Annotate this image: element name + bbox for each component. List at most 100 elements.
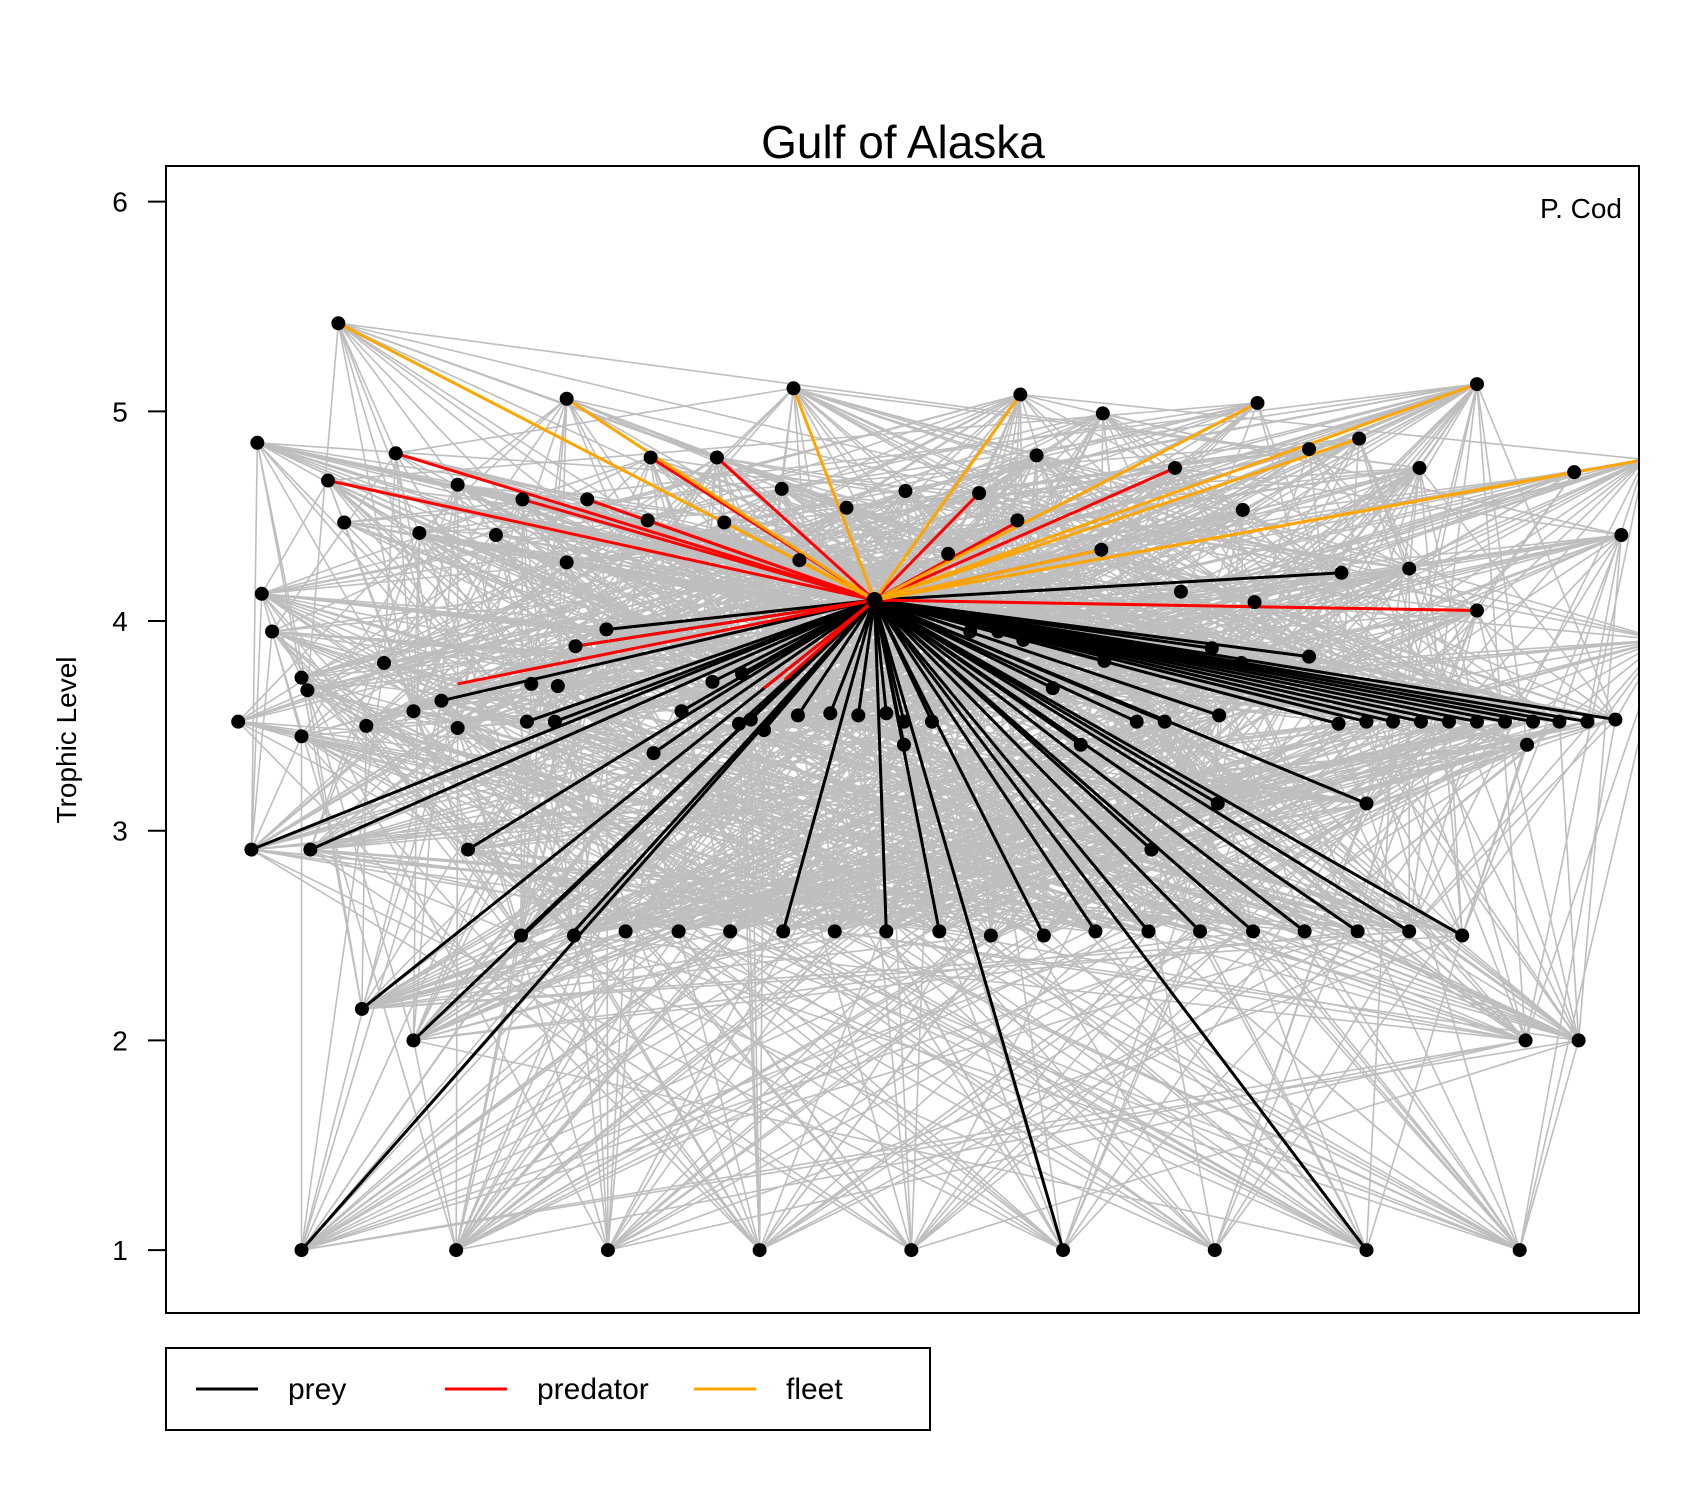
fleet-link	[798, 558, 876, 602]
food-web-node	[1207, 1243, 1222, 1258]
background-link	[885, 930, 1064, 1251]
background-link	[419, 467, 1420, 534]
prey-link	[300, 599, 876, 1252]
food-web-node	[321, 473, 336, 488]
food-web-node	[1173, 584, 1188, 599]
background-link	[361, 930, 887, 1010]
background-link	[301, 930, 1358, 1251]
background-link	[990, 721, 1166, 937]
prey-link	[309, 598, 876, 851]
background-link	[251, 848, 1064, 1251]
food-web-node	[1441, 714, 1456, 729]
prey-link	[873, 600, 888, 932]
prey-link	[873, 599, 1097, 933]
food-web-node	[1193, 924, 1208, 939]
food-web-node	[1571, 1033, 1586, 1048]
food-web-node	[559, 555, 574, 570]
background-link	[310, 743, 1528, 851]
prey-link	[828, 599, 876, 714]
food-web-node	[1552, 714, 1567, 729]
food-web-node	[1512, 1243, 1527, 1258]
y-axis-label: Trophic Level	[51, 656, 82, 823]
prey-link	[781, 599, 876, 932]
background-link	[307, 567, 1410, 692]
prey-link	[412, 598, 876, 1042]
background-link	[1365, 721, 1521, 1251]
background-link	[1214, 930, 1410, 1251]
background-link	[237, 721, 761, 1251]
background-link	[455, 935, 522, 1251]
food-web-node	[1413, 714, 1428, 729]
background-link	[834, 930, 1579, 1042]
food-web-node	[1567, 465, 1582, 480]
food-web-node	[244, 842, 259, 857]
food-web-node	[294, 670, 309, 685]
background-link	[573, 934, 1520, 1251]
prey-link	[873, 599, 1368, 1251]
food-web-node	[1518, 1033, 1533, 1048]
background-link	[301, 590, 1181, 679]
background-link	[910, 930, 1150, 1251]
food-web-node	[1352, 431, 1367, 446]
food-web-node	[599, 622, 614, 637]
background-link	[520, 720, 905, 937]
background-link	[467, 848, 835, 933]
food-web-node	[1469, 714, 1484, 729]
food-web-node	[1359, 1243, 1374, 1258]
background-link	[441, 534, 1622, 702]
background-link	[625, 609, 1478, 933]
background-link	[455, 802, 1219, 1251]
background-link	[566, 467, 1420, 564]
prey-link	[873, 599, 1046, 937]
food-web-node	[1386, 714, 1401, 729]
background-link	[526, 720, 1149, 933]
food-web-node	[1250, 395, 1265, 410]
background-link	[781, 383, 1478, 490]
background-link	[237, 532, 420, 723]
background-link	[467, 743, 1528, 851]
background-link	[575, 645, 765, 731]
food-web-node	[674, 704, 689, 719]
y-tick-label: 3	[112, 816, 128, 847]
legend: prey predator fleet	[165, 1347, 931, 1431]
background-link	[606, 509, 1243, 631]
food-web-node	[388, 446, 403, 461]
food-web-node	[879, 924, 894, 939]
food-web-node	[1029, 448, 1044, 463]
background-link	[521, 499, 533, 684]
background-link	[310, 848, 522, 937]
background-link	[306, 689, 912, 1251]
background-link	[1614, 678, 1639, 720]
background-link	[1504, 534, 1623, 723]
food-web-node	[1247, 595, 1262, 610]
background-link	[1358, 438, 1478, 722]
links-layer	[237, 321, 1639, 1252]
background-link	[939, 930, 1526, 1042]
food-web-node	[567, 928, 582, 943]
prey-link	[873, 598, 1368, 805]
food-web-node	[896, 737, 911, 752]
food-web-node	[774, 481, 789, 496]
background-link	[309, 662, 385, 850]
predator-link	[873, 466, 1176, 602]
legend-box	[165, 1347, 931, 1431]
food-web-node	[1246, 924, 1261, 939]
food-web-node	[515, 492, 530, 507]
fleet-link	[565, 397, 876, 602]
prey-link	[526, 598, 876, 724]
food-web-node	[406, 1033, 421, 1048]
background-link	[607, 753, 655, 1251]
background-link	[395, 387, 794, 455]
prey-link	[607, 598, 875, 631]
background-link	[1518, 1040, 1580, 1251]
prey-link	[873, 599, 1065, 1251]
food-web-node	[1656, 633, 1670, 647]
background-link	[271, 630, 1394, 723]
legend-label-prey: prey	[288, 1373, 346, 1406]
background-link	[1253, 383, 1478, 603]
background-link	[440, 561, 568, 702]
food-web-node	[231, 714, 246, 729]
background-link	[337, 323, 415, 712]
background-link	[1254, 467, 1421, 603]
